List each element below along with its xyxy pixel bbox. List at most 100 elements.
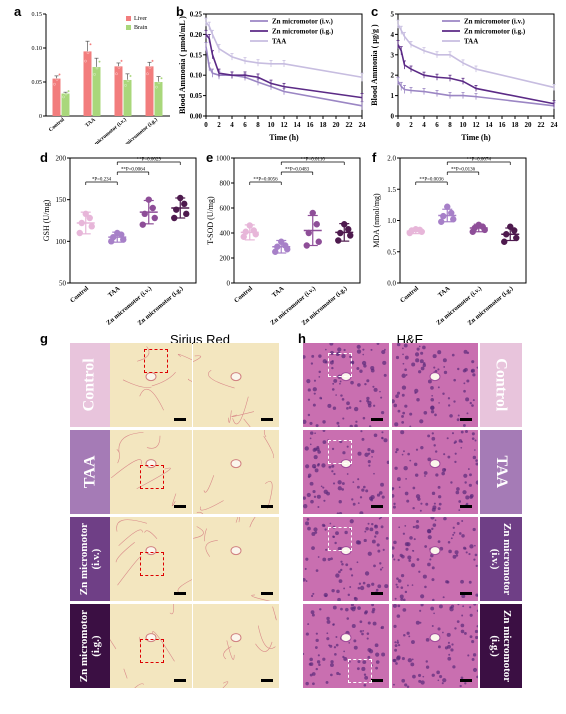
fiber — [243, 418, 251, 427]
nucleus — [422, 574, 427, 579]
vessel — [230, 546, 242, 556]
nucleus — [400, 586, 404, 589]
nucleus — [464, 682, 467, 685]
nucleus — [450, 537, 453, 540]
nucleus — [455, 490, 460, 495]
data-point — [345, 226, 352, 233]
legend-label: TAA — [464, 38, 478, 46]
nucleus — [410, 563, 416, 568]
nucleus — [331, 359, 334, 363]
nucleus — [475, 564, 478, 567]
data-point — [146, 72, 149, 76]
tissue-texture — [303, 604, 386, 687]
nucleus — [366, 583, 371, 588]
nucleus — [433, 612, 435, 615]
x-tick-label: 24 — [359, 121, 367, 129]
nucleus — [368, 425, 372, 427]
legend-label: Zn micromotor (i.g.) — [272, 28, 334, 36]
nucleus — [392, 505, 396, 509]
scale-bar — [460, 418, 472, 421]
x-tick-label: Control — [69, 285, 90, 304]
y-tick-label: 200 — [56, 155, 67, 163]
nucleus — [403, 634, 406, 637]
nucleus — [455, 554, 459, 557]
he-overview-0 — [303, 343, 389, 427]
fiber — [144, 530, 158, 539]
nucleus — [438, 604, 443, 609]
nucleus — [405, 373, 408, 376]
nucleus — [456, 620, 460, 623]
nucleus — [457, 414, 460, 417]
nucleus — [432, 523, 437, 527]
nucleus — [467, 468, 470, 470]
nucleus — [381, 495, 385, 499]
tissue-texture — [193, 355, 255, 427]
nucleus — [406, 542, 411, 547]
nucleus — [336, 671, 340, 675]
vessel — [145, 372, 157, 382]
nucleus — [312, 403, 316, 407]
nucleus — [342, 417, 345, 420]
x-tick-label: 20 — [333, 121, 341, 129]
nucleus — [351, 624, 356, 629]
nucleus — [471, 360, 475, 364]
nucleus — [353, 639, 357, 643]
nucleus — [451, 643, 454, 646]
bar — [154, 82, 163, 116]
bar — [83, 51, 92, 116]
nucleus — [382, 360, 387, 365]
x-tick-label: 14 — [294, 121, 302, 129]
nucleus — [419, 419, 424, 424]
nucleus — [430, 553, 434, 558]
nucleus — [433, 366, 436, 369]
nucleus — [359, 620, 363, 624]
nucleus — [381, 436, 384, 440]
sig-label: **P=0.0136 — [451, 168, 476, 173]
legend-label: TAA — [272, 38, 286, 46]
nucleus — [330, 673, 333, 677]
nucleus — [465, 551, 468, 554]
fiber — [223, 646, 232, 660]
bar — [123, 79, 132, 116]
row-label-text: TAA — [81, 455, 99, 489]
nucleus — [468, 483, 472, 487]
nucleus — [394, 641, 397, 644]
nucleus — [398, 486, 401, 489]
nucleus — [431, 578, 435, 582]
nucleus — [404, 368, 407, 372]
nucleus — [329, 343, 334, 346]
nucleus — [394, 597, 397, 600]
bar — [92, 67, 101, 116]
nucleus — [452, 665, 456, 669]
nucleus — [422, 363, 427, 368]
nucleus — [349, 660, 351, 663]
nucleus — [350, 604, 354, 607]
nucleus — [338, 512, 343, 514]
fiber — [116, 519, 147, 532]
nucleus — [400, 574, 405, 578]
nucleus — [469, 473, 472, 477]
y-tick-label: 100 — [56, 238, 67, 246]
he-overview-3 — [303, 604, 389, 688]
nucleus — [371, 522, 374, 526]
nucleus — [353, 645, 358, 650]
nucleus — [319, 396, 322, 400]
nucleus — [329, 522, 332, 525]
nucleus — [437, 368, 440, 371]
nucleus — [315, 424, 319, 427]
nucleus — [331, 366, 334, 370]
nucleus — [343, 657, 348, 661]
fiber — [235, 517, 240, 523]
nucleus — [306, 379, 311, 384]
x-tick-label: Control — [48, 117, 66, 134]
nucleus — [431, 436, 436, 441]
nucleus — [471, 640, 475, 644]
nucleus — [370, 368, 375, 373]
nucleus — [449, 414, 453, 418]
nucleus — [411, 362, 416, 367]
legend-label: Liver — [134, 16, 147, 22]
left-row-label-1: TAA — [70, 430, 110, 514]
nucleus — [371, 604, 375, 607]
scale-bar — [460, 592, 472, 595]
